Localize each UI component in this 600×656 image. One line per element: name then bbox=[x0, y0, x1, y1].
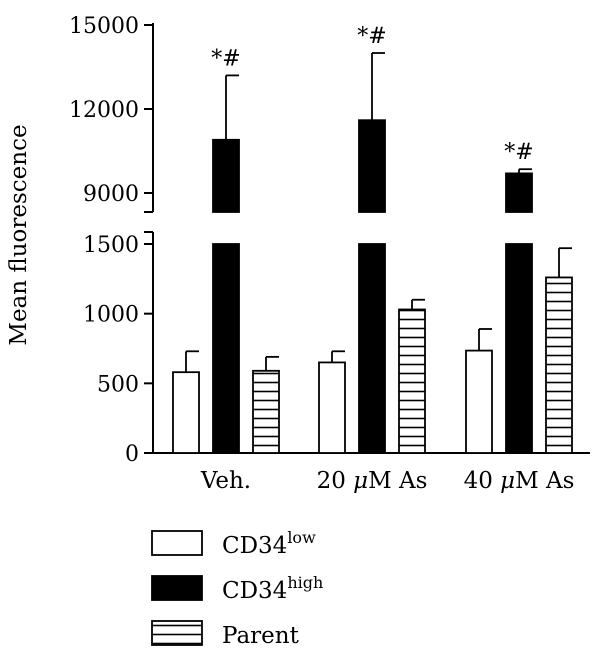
bar bbox=[252, 369, 280, 454]
bars bbox=[172, 119, 573, 454]
bar-upper-segment bbox=[505, 172, 533, 213]
annotations: *# *# *# bbox=[211, 24, 533, 165]
legend-swatch bbox=[151, 620, 203, 646]
legend-swatch bbox=[151, 530, 203, 556]
bar-upper-segment bbox=[212, 138, 240, 213]
x-category-label: Veh. bbox=[200, 468, 251, 494]
x-category-label: 40 μM As bbox=[464, 468, 575, 494]
bar bbox=[318, 361, 346, 454]
y-axis-title: Mean fluorescence bbox=[6, 124, 32, 345]
y-ticks: 0 500 1000 1500 9000 12000 15000 bbox=[69, 14, 153, 467]
legend-label: CD34high bbox=[222, 573, 323, 604]
bar bbox=[465, 349, 493, 454]
category-labels: Veh. 20 μM As 40 μM As bbox=[200, 468, 575, 494]
legend-swatch bbox=[151, 575, 203, 601]
y-tick-label: 0 bbox=[125, 442, 139, 467]
x-category-label: 20 μM As bbox=[317, 468, 428, 494]
bar bbox=[545, 276, 573, 454]
bar-lower-segment bbox=[358, 243, 386, 454]
significance-annotation: *# bbox=[357, 24, 386, 49]
legend-label: Parent bbox=[222, 623, 300, 649]
error-bars bbox=[185, 52, 572, 373]
y-tick-label: 15000 bbox=[69, 14, 139, 39]
bar bbox=[172, 371, 200, 454]
bar-lower-segment bbox=[212, 243, 240, 454]
legend-label: CD34low bbox=[222, 528, 316, 559]
y-tick-label: 1000 bbox=[83, 303, 139, 328]
bar bbox=[398, 308, 426, 454]
y-tick-label: 1500 bbox=[83, 233, 139, 258]
legend: CD34low CD34high Parent bbox=[151, 528, 323, 649]
y-tick-label: 12000 bbox=[69, 98, 139, 123]
bar-upper-segment bbox=[358, 119, 386, 213]
bar-lower-segment bbox=[505, 243, 533, 454]
significance-annotation: *# bbox=[504, 140, 533, 165]
y-tick-label: 500 bbox=[97, 372, 139, 397]
y-tick-label: 9000 bbox=[83, 182, 139, 207]
significance-annotation: *# bbox=[211, 46, 240, 71]
